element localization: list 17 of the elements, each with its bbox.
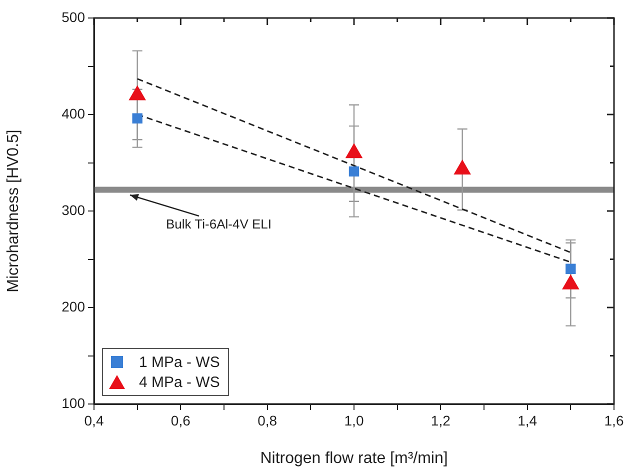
ref-line-label: Bulk Ti-6Al-4V ELI <box>166 216 272 232</box>
y-axis-title: Microhardness [HV0.5] <box>5 130 22 292</box>
x-tick-label: 0,4 <box>84 412 104 428</box>
x-tick-label: 0,6 <box>170 412 191 428</box>
y-tick-label: 100 <box>62 394 86 411</box>
legend-label: 4 MPa - WS <box>139 374 220 390</box>
y-tick-label: 200 <box>62 298 86 314</box>
y-tick-label: 400 <box>62 105 86 122</box>
legend-label: 1 MPa - WS <box>139 354 220 370</box>
x-tick-label: 1,4 <box>518 412 538 428</box>
x-tick-label: 1,6 <box>604 412 624 428</box>
x-tick-label: 0,8 <box>258 412 278 428</box>
x-tick-label: 1,2 <box>430 412 451 428</box>
y-tick-label: 500 <box>62 8 86 25</box>
x-tick-label: 1,0 <box>344 412 364 428</box>
y-tick-label: 300 <box>62 202 86 218</box>
x-axis-title: Nitrogen flow rate [m³/min] <box>260 450 448 467</box>
